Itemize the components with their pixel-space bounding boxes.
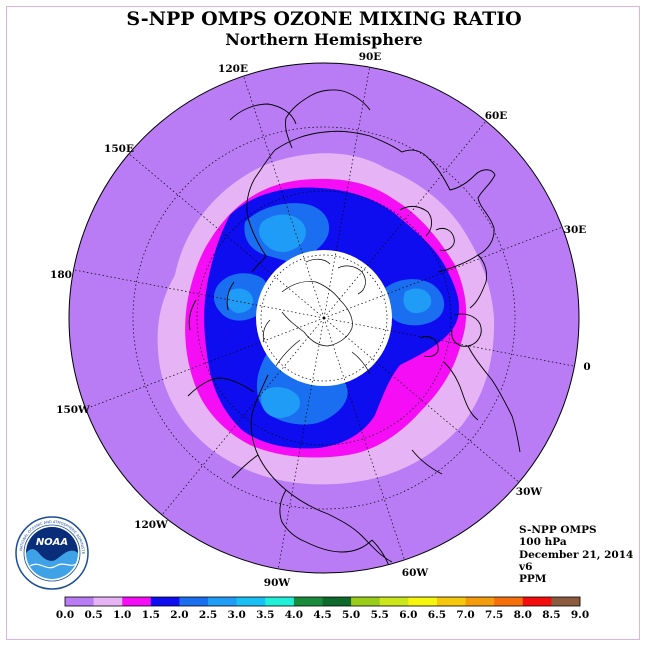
- colorbar-tick-label: 9.0: [571, 609, 589, 621]
- colorbar-outline: [64, 596, 581, 607]
- colorbar-swatch: [122, 597, 152, 606]
- colorbar-tick-label: 7.0: [456, 609, 474, 621]
- info-date: December 21, 2014: [519, 548, 634, 561]
- colorbar-swatch: [179, 597, 209, 606]
- info-instrument: S-NPP OMPS: [519, 524, 597, 536]
- lon-label-90w: 90W: [264, 577, 291, 589]
- colorbar-tick-label: 8.0: [514, 609, 532, 621]
- colorbar-tick-label: 5.0: [342, 609, 360, 621]
- longitude-labels: 120E 90E 60E 150E 30E 180 0 150W 30W 120…: [50, 51, 591, 589]
- info-units: PPM: [519, 573, 547, 586]
- colorbar-swatch: [551, 597, 581, 606]
- colorbar-swatch: [522, 597, 552, 606]
- colorbar-tick-label: 4.0: [285, 609, 303, 621]
- lon-label-180: 180: [50, 269, 72, 281]
- map-subtitle: Northern Hemisphere: [225, 30, 423, 49]
- colorbar-swatch: [65, 597, 94, 606]
- colorbar-swatch: [150, 597, 180, 606]
- map-disc-outline: [68, 62, 580, 574]
- map-title: S-NPP OMPS OZONE MIXING RATIO: [126, 8, 522, 30]
- arctic-coastlines: [262, 258, 371, 375]
- lon-label-90e: 90E: [359, 51, 382, 63]
- colorbar-tick-label: 2.0: [170, 609, 188, 621]
- colorbar-tick-label: 0.0: [56, 609, 74, 621]
- colorbar-swatch: [293, 597, 323, 606]
- colorbar-tick-label: 8.5: [542, 609, 560, 621]
- colorbar: 0.0 0.5 1.0 1.5 2.0 2.5 3.0 3.5 4.0 4.5 5.0 5.5 6.0 6…: [56, 596, 589, 621]
- lon-label-120e: 120E: [218, 63, 248, 75]
- colorbar-swatch: [351, 597, 381, 606]
- colorbar-swatch: [379, 597, 409, 606]
- graticule: [73, 65, 575, 571]
- colorbar-swatch: [93, 597, 123, 606]
- colorbar-tick-label: 5.5: [371, 609, 389, 621]
- colorbar-swatch: [436, 597, 466, 606]
- colorbar-tick-label: 7.5: [485, 609, 503, 621]
- figure-frame: [6, 6, 640, 640]
- colorbar-tick-label: 4.5: [313, 609, 331, 621]
- colorbar-swatch: [465, 597, 495, 606]
- lon-label-30e: 30E: [564, 224, 587, 236]
- colorbar-tick-label: 0.5: [84, 609, 102, 621]
- lon-label-150w: 150W: [56, 404, 90, 416]
- colorbar-tick-label: 6.0: [399, 609, 417, 621]
- info-level: 100 hPa: [519, 536, 567, 549]
- info-version: v6: [519, 560, 533, 573]
- svg-text:NOAA: NOAA: [36, 537, 68, 548]
- colorbar-swatch: [265, 597, 295, 606]
- polar-map: [69, 63, 579, 573]
- info-panel: S-NPP OMPS 100 hPa December 21, 2014 v6 …: [519, 524, 633, 585]
- colorbar-tick-label: 3.0: [228, 609, 246, 621]
- colorbar-tick-label: 1.0: [113, 609, 131, 621]
- ozone-band-2-5-america: [261, 387, 301, 419]
- coastlines: [187, 89, 521, 569]
- ozone-band-2-5-atlantic: [403, 288, 432, 314]
- lon-label-120w: 120W: [134, 519, 168, 531]
- colorbar-swatch: [408, 597, 438, 606]
- colorbar-tick-label: 2.5: [199, 609, 217, 621]
- colorbar-tick-label: 3.5: [256, 609, 274, 621]
- colorbar-tick-label: 6.5: [428, 609, 446, 621]
- ozone-band-2-5-pacific: [226, 288, 254, 314]
- ozone-band-2-5: [259, 214, 306, 252]
- lon-label-60e: 60E: [485, 110, 508, 122]
- lon-label-150e: 150E: [104, 143, 134, 155]
- lon-label-60w: 60W: [402, 567, 429, 579]
- colorbar-swatch: [322, 597, 352, 606]
- colorbar-swatch: [236, 597, 266, 606]
- colorbar-swatch: [494, 597, 524, 606]
- lon-label-30w: 30W: [516, 486, 543, 498]
- colorbar-swatch: [208, 597, 237, 606]
- lon-label-0: 0: [583, 361, 590, 373]
- colorbar-tick-label: 1.5: [142, 609, 160, 621]
